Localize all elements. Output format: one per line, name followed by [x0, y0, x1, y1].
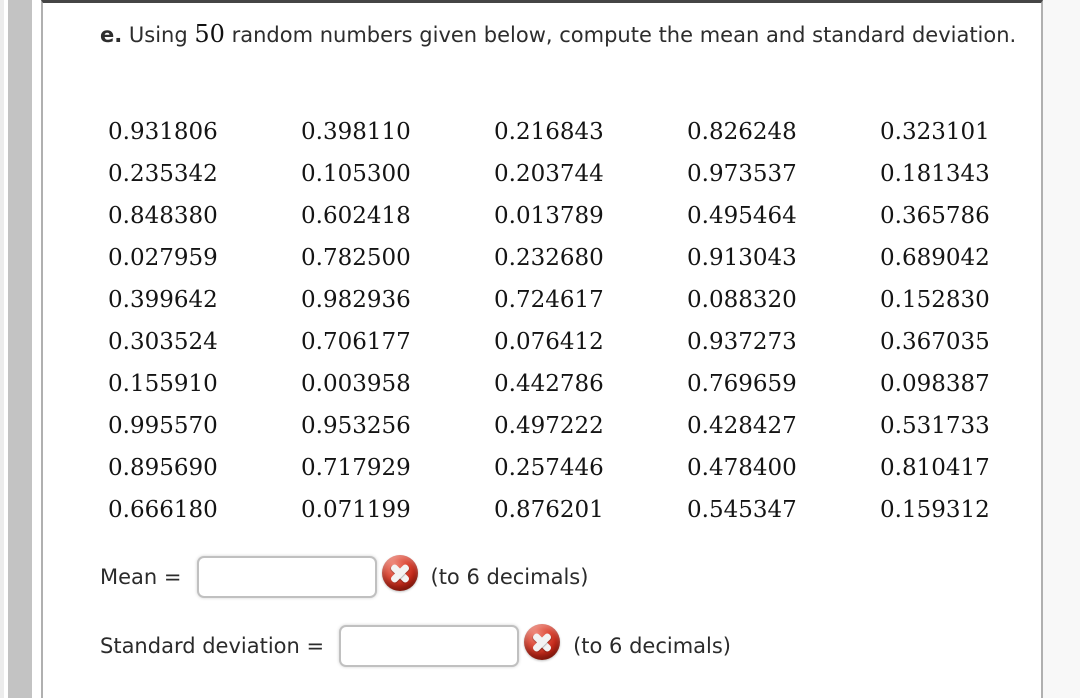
- random-numbers-table: 0.931806 0.398110 0.216843 0.826248 0.323101…: [108, 111, 1073, 531]
- random-number-cell: 0.323101: [880, 119, 990, 145]
- random-number-cell: 0.076412: [494, 329, 604, 355]
- standard-deviation-answer-row: Standard deviation = (to 6 decimals): [100, 624, 732, 667]
- question-text: e. Using 50 random numbers given below, …: [100, 10, 1035, 60]
- random-number-cell: 0.531733: [880, 413, 990, 439]
- scrollbar[interactable]: [8, 0, 32, 698]
- random-number-cell: 0.478400: [687, 455, 797, 481]
- random-number-cell: 0.399642: [108, 287, 218, 313]
- random-number-cell: 0.895690: [108, 455, 218, 481]
- random-number-cell: 0.953256: [301, 413, 411, 439]
- random-number-cell: 0.982936: [301, 287, 411, 313]
- question-text-part1: Using: [122, 23, 195, 47]
- random-number-cell: 0.545347: [687, 497, 797, 523]
- random-number-cell: 0.769659: [687, 371, 797, 397]
- mean-label: Mean =: [100, 565, 182, 589]
- random-number-cell: 0.666180: [108, 497, 218, 523]
- random-number-cell: 0.442786: [494, 371, 604, 397]
- random-number-cell: 0.398110: [301, 119, 411, 145]
- incorrect-x-icon: [524, 624, 561, 660]
- random-number-cell: 0.913043: [687, 245, 797, 271]
- random-number-cell: 0.724617: [494, 287, 604, 313]
- random-number-cell: 0.071199: [301, 497, 411, 523]
- random-number-cell: 0.826248: [687, 119, 797, 145]
- random-number-cell: 0.232680: [494, 245, 604, 271]
- random-number-cell: 0.152830: [880, 287, 990, 313]
- random-number-cell: 0.810417: [880, 455, 990, 481]
- standard-deviation-label: Standard deviation =: [100, 634, 325, 658]
- random-number-cell: 0.689042: [880, 245, 990, 271]
- random-number-cell: 0.848380: [108, 203, 218, 229]
- random-number-cell: 0.235342: [108, 161, 218, 187]
- random-number-cell: 0.098387: [880, 371, 990, 397]
- random-number-cell: 0.497222: [494, 413, 604, 439]
- question-panel: e. Using 50 random numbers given below, …: [41, 0, 1043, 698]
- random-number-cell: 0.782500: [301, 245, 411, 271]
- standard-deviation-input[interactable]: [339, 625, 520, 667]
- question-text-part2: random numbers given below, compute the …: [224, 23, 1017, 47]
- random-number-cell: 0.428427: [687, 413, 797, 439]
- random-number-cell: 0.367035: [880, 329, 990, 355]
- random-number-cell: 0.159312: [880, 497, 990, 523]
- random-number-cell: 0.257446: [494, 455, 604, 481]
- random-number-cell: 0.013789: [494, 203, 604, 229]
- random-number-cell: 0.088320: [687, 287, 797, 313]
- question-number-50: 50: [194, 20, 225, 48]
- random-number-cell: 0.027959: [108, 245, 218, 271]
- random-number-cell: 0.495464: [687, 203, 797, 229]
- random-number-cell: 0.717929: [301, 455, 411, 481]
- page-background: [1043, 0, 1080, 698]
- window-edge-strip: [0, 0, 4, 698]
- mean-input[interactable]: [196, 556, 377, 598]
- random-number-cell: 0.303524: [108, 329, 218, 355]
- mean-decimals-hint: (to 6 decimals): [430, 565, 589, 589]
- random-number-cell: 0.203744: [494, 161, 604, 187]
- random-number-cell: 0.876201: [494, 497, 604, 523]
- random-number-cell: 0.216843: [494, 119, 604, 145]
- random-number-cell: 0.937273: [687, 329, 797, 355]
- incorrect-x-icon: [381, 555, 418, 591]
- random-number-cell: 0.995570: [108, 413, 218, 439]
- random-number-cell: 0.365786: [880, 203, 990, 229]
- random-number-cell: 0.931806: [108, 119, 218, 145]
- standard-deviation-decimals-hint: (to 6 decimals): [573, 634, 732, 658]
- random-number-cell: 0.181343: [880, 161, 990, 187]
- question-item-label: e.: [100, 23, 123, 47]
- random-number-cell: 0.105300: [301, 161, 411, 187]
- random-number-cell: 0.973537: [687, 161, 797, 187]
- random-number-cell: 0.706177: [301, 329, 411, 355]
- random-number-cell: 0.155910: [108, 371, 218, 397]
- random-number-cell: 0.602418: [301, 203, 411, 229]
- mean-answer-row: Mean = (to 6 decimals): [100, 555, 589, 598]
- random-number-cell: 0.003958: [301, 371, 411, 397]
